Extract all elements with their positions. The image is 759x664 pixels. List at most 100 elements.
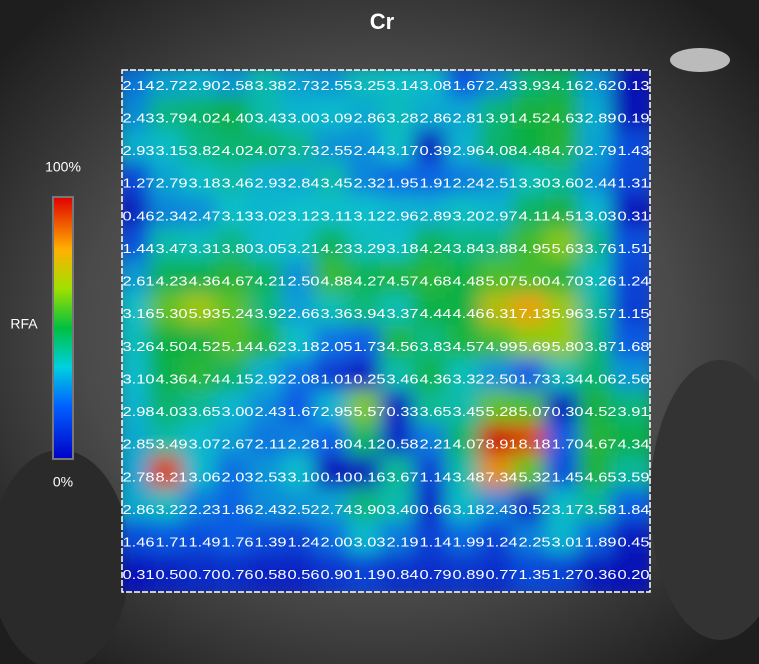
grid-value: 4.70 (552, 143, 584, 158)
grid-value: 2.52 (288, 502, 320, 517)
grid-value: 4.21 (255, 274, 287, 289)
grid-value: 1.49 (189, 535, 221, 550)
grid-value: 3.21 (288, 241, 320, 256)
grid-value: 6.31 (486, 306, 518, 321)
colorbar-label: RFA (10, 316, 38, 332)
grid-value: 0.31 (123, 567, 155, 582)
colorbar (52, 196, 74, 460)
grid-value: 2.97 (486, 208, 518, 223)
grid-value: 1.24 (288, 535, 320, 550)
grid-value: 3.25 (354, 78, 386, 93)
grid-value: 4.23 (156, 274, 188, 289)
grid-value: 4.34 (618, 437, 650, 452)
grid-value: 3.26 (585, 274, 617, 289)
grid-value: 3.18 (453, 502, 485, 517)
grid-value: 1.27 (552, 567, 584, 582)
grid-value: 2.85 (123, 437, 155, 452)
grid-value: 0.36 (585, 567, 617, 582)
grid-value: 1.31 (618, 176, 650, 191)
mri-structure (650, 360, 759, 640)
grid-value: 0.56 (288, 567, 320, 582)
grid-value: 2.11 (255, 437, 287, 452)
grid-value: 1.15 (618, 306, 650, 321)
grid-value: 2.19 (387, 535, 419, 550)
grid-value: 4.23 (321, 241, 353, 256)
grid-value: 5.57 (354, 404, 386, 419)
grid-value: 4.74 (189, 371, 221, 386)
grid-value: 3.43 (255, 110, 287, 125)
grid-value: 3.10 (288, 469, 320, 484)
grid-value: 8.21 (156, 469, 188, 484)
grid-value: 1.67 (453, 78, 485, 93)
colorbar-bottom: 0% (53, 474, 73, 490)
grid-value: 3.87 (585, 339, 617, 354)
grid-value: 3.90 (354, 502, 386, 517)
mri-structure (0, 450, 130, 664)
grid-value: 4.11 (519, 208, 551, 223)
grid-value: 4.51 (552, 208, 584, 223)
grid-value: 3.18 (387, 241, 419, 256)
grid-value: 2.53 (255, 469, 287, 484)
grid-value: 0.52 (519, 502, 551, 517)
grid-value: 2.73 (288, 78, 320, 93)
grid-value: 0.33 (387, 404, 419, 419)
grid-value: 5.30 (156, 306, 188, 321)
grid-value: 4.03 (156, 404, 188, 419)
grid-value: 3.09 (321, 110, 353, 125)
heatmap-cells (122, 70, 650, 592)
grid-value: 4.48 (519, 143, 551, 158)
grid-value: 5.80 (552, 339, 584, 354)
grid-value: 2.84 (288, 176, 320, 191)
grid-value: 0.19 (618, 110, 650, 125)
grid-value: 2.79 (156, 176, 188, 191)
grid-value: 3.03 (585, 208, 617, 223)
grid-value: 5.07 (519, 404, 551, 419)
grid-value: 1.14 (420, 535, 452, 550)
grid-value: 3.13 (222, 208, 254, 223)
grid-value: 0.30 (552, 404, 584, 419)
grid-value: 1.27 (123, 176, 155, 191)
grid-value: 3.93 (519, 78, 551, 93)
grid-value: 0.90 (321, 567, 353, 582)
grid-value: 0.39 (420, 143, 452, 158)
grid-value: 3.60 (552, 176, 584, 191)
grid-value: 1.70 (552, 437, 584, 452)
grid-value: 2.24 (453, 176, 485, 191)
grid-value: 5.00 (519, 274, 551, 289)
grid-value: 3.00 (288, 110, 320, 125)
grid-value: 1.68 (618, 339, 650, 354)
grid-value: 2.03 (222, 469, 254, 484)
grid-value: 3.80 (222, 241, 254, 256)
grid-value: 0.45 (618, 535, 650, 550)
title: Cr (370, 9, 395, 34)
grid-value: 5.32 (519, 469, 551, 484)
grid-value: 0.16 (354, 469, 386, 484)
grid-value: 2.72 (156, 78, 188, 93)
grid-value: 3.94 (354, 306, 386, 321)
grid-value: 5.14 (222, 339, 254, 354)
grid-value: 1.73 (354, 339, 386, 354)
grid-value: 2.44 (354, 143, 386, 158)
grid-value: 0.31 (618, 208, 650, 223)
grid-value: 3.00 (222, 404, 254, 419)
grid-value: 2.79 (585, 143, 617, 158)
grid-value: 2.43 (486, 78, 518, 93)
grid-value: 1.39 (255, 535, 287, 550)
grid-value: 3.46 (222, 176, 254, 191)
grid-value: 1.91 (420, 176, 452, 191)
grid-value: 3.17 (387, 143, 419, 158)
grid-value: 4.99 (486, 339, 518, 354)
grid-value: 3.18 (189, 176, 221, 191)
grid-value: 1.24 (618, 274, 650, 289)
grid-value: 2.23 (189, 502, 221, 517)
grid-value: 4.44 (420, 306, 452, 321)
grid-value: 1.19 (354, 567, 386, 582)
grid-value: 3.15 (156, 143, 188, 158)
grid-value: 2.67 (222, 437, 254, 452)
grid-value: 1.95 (387, 176, 419, 191)
heat-cell (611, 553, 650, 592)
grid-value: 4.57 (453, 339, 485, 354)
grid-value: 1.43 (618, 143, 650, 158)
grid-value: 4.16 (552, 78, 584, 93)
